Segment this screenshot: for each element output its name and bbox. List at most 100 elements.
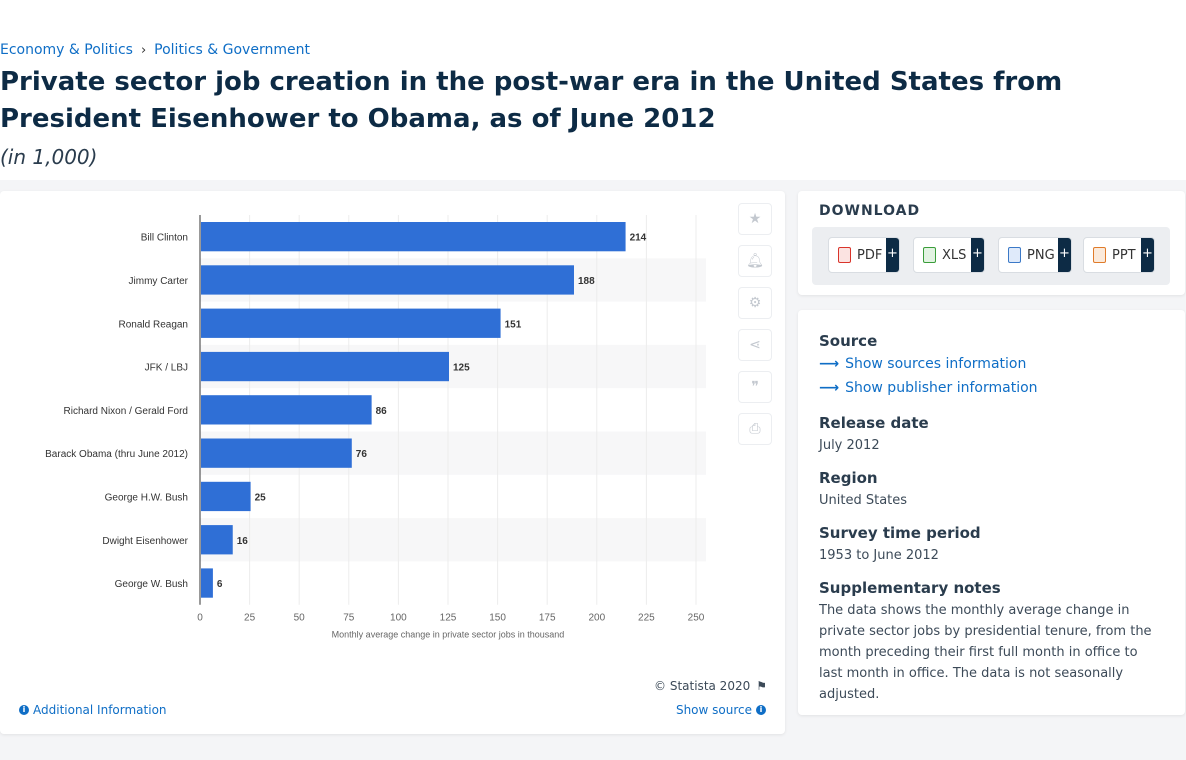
data-label: 214	[630, 233, 647, 244]
category-label: JFK / LBJ	[145, 363, 188, 374]
show-publisher-label: Show publisher information	[845, 380, 1038, 396]
x-axis-label: Monthly average change in private sector…	[332, 630, 565, 640]
download-title: DOWNLOAD	[819, 203, 921, 219]
x-tick-label: 0	[197, 613, 203, 624]
source-heading: Source	[819, 332, 878, 350]
bar	[201, 222, 626, 252]
page-subtitle: (in 1,000)	[0, 145, 98, 169]
quote-icon[interactable]: ❞	[738, 371, 772, 403]
chart-tools: ★ 🔔︎ ⚙ ⋖ ❞ ⎙	[738, 203, 772, 445]
region-heading: Region	[819, 469, 878, 487]
print-icon[interactable]: ⎙	[738, 413, 772, 445]
category-label: Jimmy Carter	[129, 276, 189, 287]
x-tick-label: 100	[390, 613, 407, 624]
category-label: George H.W. Bush	[105, 492, 188, 503]
pdf-label: PDF	[857, 247, 883, 263]
show-publisher-link[interactable]: ⟶ Show publisher information	[819, 380, 1038, 396]
xls-label: XLS	[942, 247, 967, 263]
statistic-details-card: Source ⟶ Show sources information ⟶ Show…	[798, 310, 1185, 715]
download-ppt-button[interactable]: PPT +	[1083, 237, 1155, 273]
bar	[201, 438, 352, 468]
star-icon[interactable]: ★	[738, 203, 772, 235]
bar	[201, 308, 501, 338]
chart-card: 214 Bill Clinton 188 Jimmy Carter 151 Ronald …	[0, 191, 785, 734]
breadcrumb-politics[interactable]: Politics & Government	[154, 42, 310, 58]
category-label: Richard Nixon / Gerald Ford	[64, 406, 189, 417]
data-label: 188	[578, 276, 595, 287]
ppt-plus: +	[1141, 238, 1154, 272]
row-band	[200, 518, 706, 562]
header-area	[0, 0, 1186, 180]
survey-period-value: 1953 to June 2012	[819, 548, 939, 563]
page-title: Private sector job creation in the post-…	[0, 67, 1063, 134]
breadcrumb-separator: ›	[140, 42, 147, 58]
info-icon: i	[756, 705, 766, 715]
bar	[201, 481, 251, 512]
data-label: 86	[376, 406, 388, 417]
bar	[201, 265, 574, 295]
data-label: 151	[505, 319, 522, 330]
share-icon[interactable]: ⋖	[738, 329, 772, 361]
category-label: Dwight Eisenhower	[102, 536, 188, 547]
download-pdf-button[interactable]: PDF +	[828, 237, 900, 273]
x-tick-label: 225	[638, 613, 655, 624]
show-source-link[interactable]: Show source i	[676, 703, 766, 717]
data-label: 25	[255, 492, 267, 503]
x-tick-label: 25	[244, 613, 256, 624]
pdf-file-icon	[838, 247, 851, 263]
png-label: PNG	[1027, 247, 1055, 263]
download-xls-button[interactable]: XLS +	[913, 237, 985, 273]
region-value: United States	[819, 493, 908, 508]
bar	[201, 568, 213, 598]
png-plus: +	[1058, 238, 1071, 272]
survey-period-heading: Survey time period	[819, 524, 981, 542]
download-strip: PDF + XLS + PNG + PPT +	[812, 227, 1170, 285]
xls-plus: +	[971, 238, 984, 272]
x-tick-label: 250	[688, 613, 705, 624]
additional-information-link[interactable]: i Additional Information	[19, 703, 167, 717]
data-label: 76	[356, 449, 368, 460]
arrow-right-icon: ⟶	[819, 380, 840, 396]
png-file-icon	[1008, 247, 1021, 263]
supplementary-notes-value: The data shows the monthly average chang…	[819, 603, 1152, 702]
info-icon: i	[19, 705, 29, 715]
data-label: 125	[453, 363, 470, 374]
supplementary-notes-heading: Supplementary notes	[819, 579, 1001, 597]
breadcrumb-economy[interactable]: Economy & Politics	[0, 42, 133, 58]
data-label: 16	[237, 536, 249, 547]
x-tick-label: 75	[343, 613, 355, 624]
category-label: Barack Obama (thru June 2012)	[45, 449, 188, 460]
breadcrumb: Economy & Politics › Politics & Governme…	[0, 42, 310, 58]
release-date-value: July 2012	[819, 438, 880, 453]
data-label: 6	[217, 579, 223, 590]
pdf-plus: +	[886, 238, 899, 272]
bar	[201, 525, 233, 555]
ppt-file-icon	[1093, 247, 1106, 263]
download-png-button[interactable]: PNG +	[998, 237, 1072, 273]
show-source-label: Show source	[675, 703, 752, 717]
xls-file-icon	[923, 247, 936, 263]
release-date-heading: Release date	[819, 414, 929, 432]
download-card: DOWNLOAD PDF + XLS + PNG + PPT +	[798, 191, 1185, 295]
x-tick-label: 125	[440, 613, 457, 624]
category-label: Ronald Reagan	[119, 319, 189, 330]
category-label: Bill Clinton	[141, 233, 188, 244]
category-label: George W. Bush	[115, 579, 188, 590]
ppt-label: PPT	[1112, 247, 1136, 263]
bar	[201, 351, 449, 382]
flag-icon: ⚑	[756, 679, 767, 693]
bar-chart: 214 Bill Clinton 188 Jimmy Carter 151 Ronald …	[45, 215, 706, 640]
show-sources-label: Show sources information	[845, 356, 1027, 372]
x-tick-label: 50	[294, 613, 306, 624]
x-tick-label: 150	[489, 613, 506, 624]
bell-icon[interactable]: 🔔︎	[738, 245, 772, 277]
additional-information-label: Additional Information	[33, 703, 167, 717]
x-tick-label: 175	[539, 613, 556, 624]
x-tick-label: 200	[588, 613, 605, 624]
bar	[201, 395, 372, 425]
gear-icon[interactable]: ⚙	[738, 287, 772, 319]
show-sources-link[interactable]: ⟶ Show sources information	[819, 356, 1026, 372]
statista-credit[interactable]: © Statista 2020 ⚑	[654, 679, 767, 693]
arrow-right-icon: ⟶	[819, 356, 840, 372]
credit-text: © Statista 2020	[654, 679, 751, 693]
